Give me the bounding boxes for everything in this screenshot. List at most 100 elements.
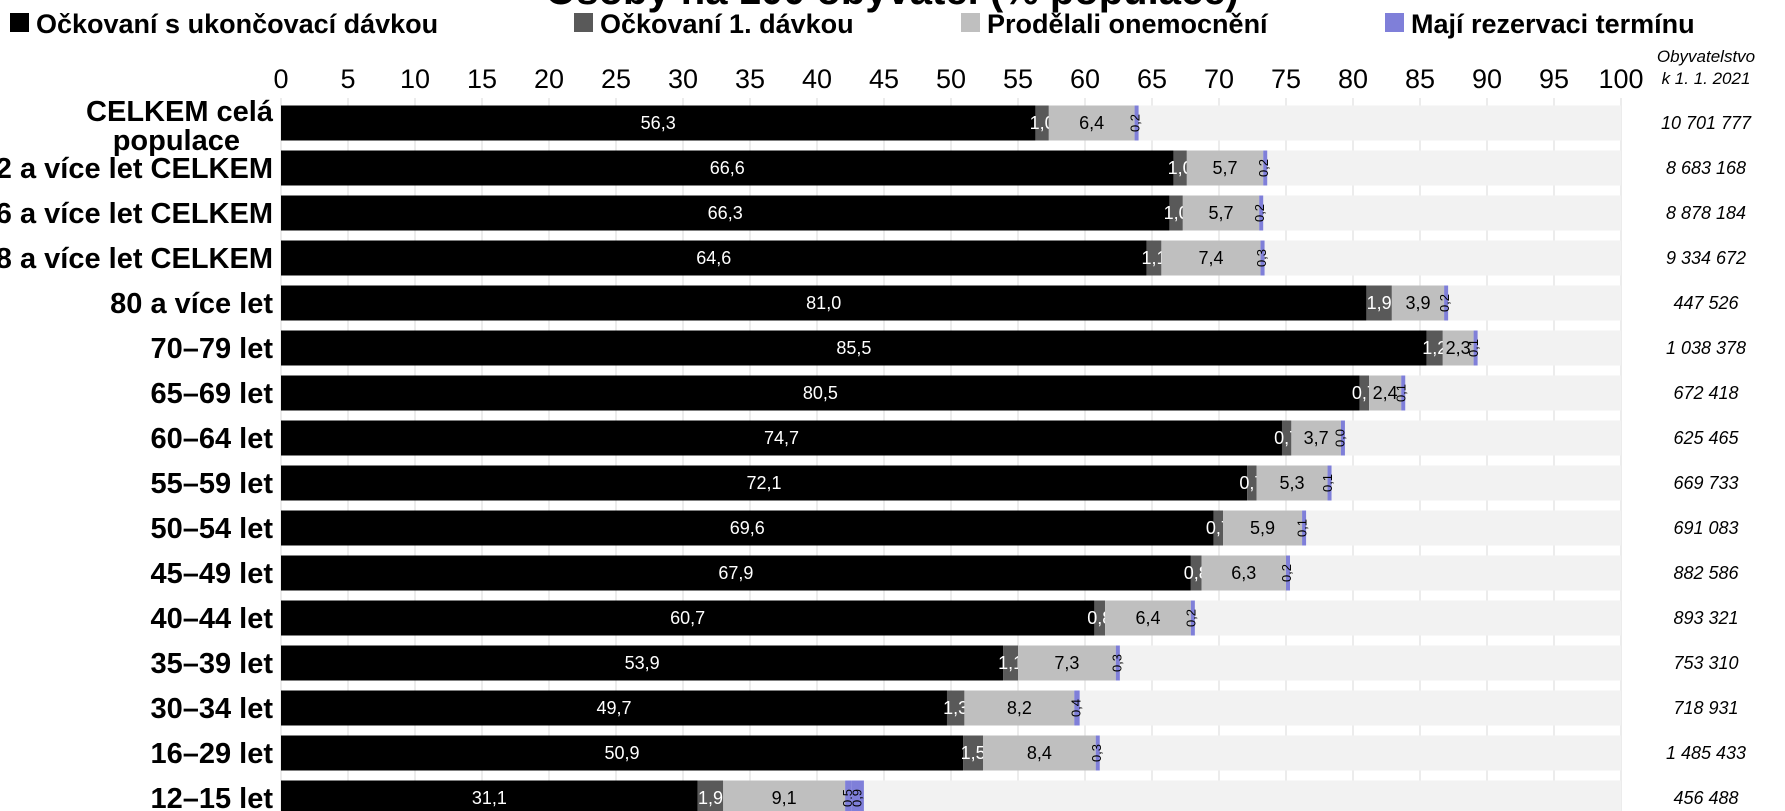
bars: 56,3 1,0 6,4 0,266,6 1,0 5,7 0,266,3 1,0 5,7 0,26… [281, 105, 1621, 811]
data-label: 69,6 [730, 518, 765, 538]
data-label: 0,9 [849, 789, 864, 807]
data-label: 1,0 [1164, 203, 1189, 223]
bar-segment [1366, 285, 1392, 321]
bar-segment [1223, 510, 1303, 546]
bar-segment [946, 690, 965, 726]
x-tick-label: 70 [1204, 64, 1234, 94]
bar-segment [1190, 600, 1195, 636]
population-value: 691 083 [1673, 518, 1738, 538]
category-label: 12–15 let [150, 783, 273, 811]
bar-segment [281, 510, 1214, 546]
bar-row: 31,1 1,9 9,1 0,50,9 [281, 780, 1621, 811]
data-label: 81,0 [806, 293, 841, 313]
data-label: 0,4 [1068, 699, 1083, 717]
data-label: 1,0 [1168, 158, 1193, 178]
category-label: 60–64 let [150, 423, 273, 455]
bar-segment [1369, 375, 1402, 411]
category-label: 55–59 let [150, 468, 273, 500]
bar-segment [281, 690, 947, 726]
category-label: 30–34 let [150, 693, 273, 725]
bar-segment [1018, 645, 1116, 681]
data-label: 1,2 [1422, 338, 1447, 358]
legend: Očkovaní s ukončovací dávkou Očkovaní 1. … [10, 9, 1695, 39]
bar-row: 74,7 0,7 3,7 0,0 [281, 420, 1621, 456]
bar-segment [1186, 150, 1264, 186]
population-header-line-2: k 1. 1. 2021 [1662, 69, 1751, 88]
data-label: 6,3 [1231, 563, 1256, 583]
bar-segment [281, 555, 1191, 591]
category-label: 70–79 let [150, 333, 273, 365]
x-tick-label: 50 [936, 64, 966, 94]
bar-segment [281, 465, 1248, 501]
data-label: 85,5 [836, 338, 871, 358]
data-label: 50,9 [605, 743, 640, 763]
data-label: 74,7 [764, 428, 799, 448]
data-label: 0,2 [1437, 294, 1452, 312]
data-label: 67,9 [718, 563, 753, 583]
data-label: 53,9 [625, 653, 660, 673]
bar-row: 49,7 1,3 8,2 0,4 [281, 690, 1621, 726]
data-label: 0,2 [1256, 159, 1271, 177]
bar-segment [1003, 645, 1018, 681]
bar-segment [1391, 285, 1445, 321]
data-label: 31,1 [472, 788, 507, 808]
data-label: 2,4 [1373, 383, 1398, 403]
population-value: 753 310 [1673, 653, 1738, 673]
x-tick-label: 55 [1003, 64, 1033, 94]
x-tick-label: 90 [1472, 64, 1502, 94]
bar-segment [281, 735, 964, 771]
bar-segment [963, 735, 984, 771]
bar-segment [1146, 240, 1162, 276]
bar-segment [1260, 240, 1265, 276]
x-tick-label: 75 [1271, 64, 1301, 94]
bar-row: 64,6 1,1 7,4 0,3 [281, 240, 1621, 276]
bar-segment [983, 735, 1096, 771]
data-label: 66,6 [710, 158, 745, 178]
data-label: 5,7 [1213, 158, 1238, 178]
bar-segment [1256, 465, 1328, 501]
bar-segment [1263, 150, 1268, 186]
x-tick-label: 30 [668, 64, 698, 94]
bar-segment [1340, 420, 1345, 456]
data-label: 66,3 [708, 203, 743, 223]
data-label: 0,5 [840, 789, 855, 807]
x-tick-label: 100 [1598, 64, 1643, 94]
population-value: 882 586 [1673, 563, 1739, 583]
category-label: 80 a více let [110, 288, 273, 320]
population-value: 718 931 [1673, 698, 1738, 718]
bar-segment [851, 780, 864, 811]
bar-segment [845, 780, 852, 811]
bar-segment [1105, 600, 1191, 636]
bar-segment [281, 195, 1170, 231]
legend-label-1: Očkovaní 1. dávkou [600, 9, 854, 39]
data-label: 64,6 [696, 248, 731, 268]
data-label: 0,1 [1320, 474, 1335, 492]
data-label: 8,2 [1007, 698, 1032, 718]
bar-segment [1074, 690, 1080, 726]
x-tick-label: 15 [467, 64, 497, 94]
data-label: 0,2 [1127, 114, 1142, 132]
x-axis-ticks: 0 5 10 15 20 25 30 35 40 45 50 55 60 65 70 75 80 85 90 95 10… [273, 64, 1643, 94]
data-label: 80,5 [803, 383, 838, 403]
bar-segment [1359, 375, 1370, 411]
bar-row: 69,6 0,7 5,9 0,1 [281, 510, 1621, 546]
bar-row: 66,3 1,0 5,7 0,2 [281, 195, 1621, 231]
bar-row: 67,9 0,8 6,3 0,2 [281, 555, 1621, 591]
data-label: 7,3 [1054, 653, 1079, 673]
data-label: 1,1 [1141, 248, 1166, 268]
data-label: 9,1 [772, 788, 797, 808]
data-label: 7,4 [1198, 248, 1223, 268]
x-tick-label: 0 [273, 64, 288, 94]
data-label: 0,2 [1279, 564, 1294, 582]
data-label: 72,1 [747, 473, 782, 493]
category-label: 65–69 let [150, 378, 273, 410]
x-tick-label: 95 [1539, 64, 1569, 94]
data-label: 0,3 [1254, 249, 1269, 267]
bar-segment [1247, 465, 1257, 501]
population-value: 456 488 [1673, 788, 1738, 808]
category-label: 40–44 let [150, 603, 273, 635]
category-label: 16 a více let CELKEM [0, 198, 273, 230]
data-label: 0,2 [1184, 609, 1199, 627]
